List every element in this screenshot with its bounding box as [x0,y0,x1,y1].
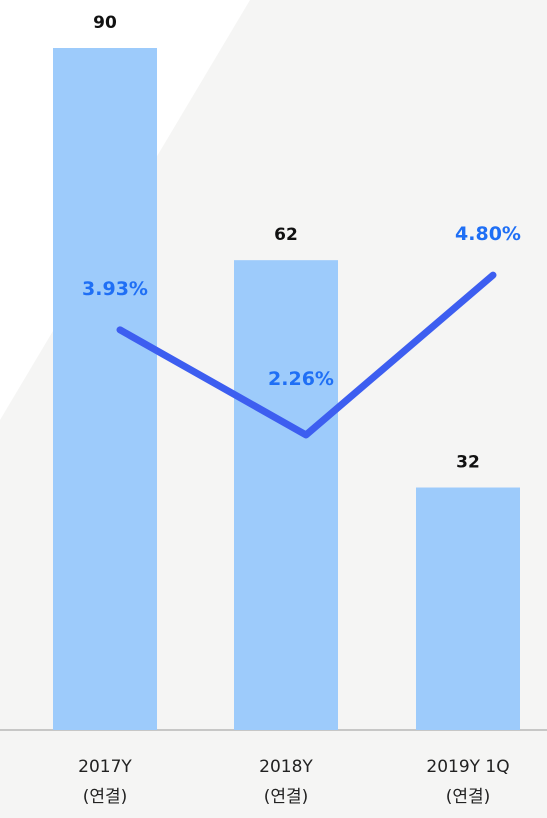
bar [53,48,157,730]
line-value-label: 4.80% [455,223,521,245]
line-value-label: 2.26% [268,368,334,390]
x-tick-label: 2017Y (연결) [78,757,132,807]
bar [234,260,338,730]
bar-value-label: 90 [93,13,117,33]
bar [416,487,520,730]
bar-value-label: 32 [456,453,480,473]
x-tick-label: 2019Y 1Q (연결) [426,757,510,807]
x-tick-label: 2018Y (연결) [259,757,313,807]
line [116,271,497,439]
line-value-label: 3.93% [82,278,148,300]
bar-value-label: 62 [274,225,298,245]
